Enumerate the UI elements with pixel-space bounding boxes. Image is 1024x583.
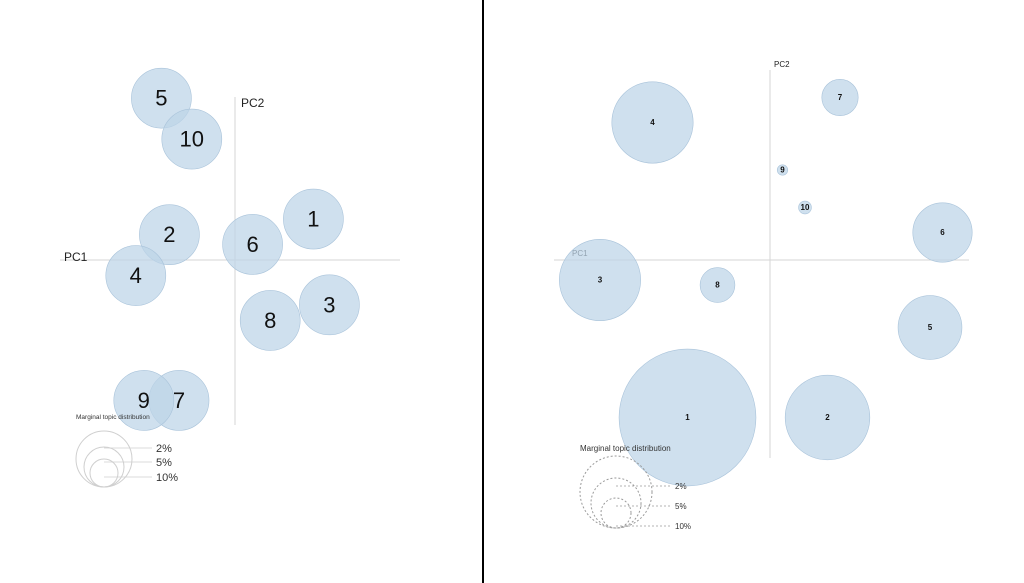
topic-circle[interactable]: [821, 79, 859, 116]
topic-label: 9: [138, 388, 150, 413]
legend-title: Marginal topic distribution: [76, 414, 150, 421]
topic-label: 1: [685, 413, 690, 422]
legend-size-label: 2%: [156, 443, 172, 455]
legend-size-label: 10%: [156, 472, 178, 484]
topic-label: 7: [838, 93, 843, 102]
legend-size-label: 5%: [156, 457, 172, 469]
topic-label: 10: [801, 203, 810, 212]
topic-bubble[interactable]: 8: [699, 267, 736, 303]
topic-label: 5: [155, 86, 167, 111]
topic-bubble[interactable]: 1: [283, 188, 344, 250]
legend-size-ring: [75, 430, 133, 488]
topic-label: 10: [180, 127, 204, 152]
legend-size-label: 10%: [675, 522, 691, 531]
legend-size-ring: [590, 477, 642, 529]
topic-circle[interactable]: [699, 267, 736, 303]
topic-label: 4: [130, 263, 142, 288]
x-axis-label: PC1: [64, 250, 88, 264]
y-axis-label: PC2: [241, 96, 265, 110]
topic-circle[interactable]: [161, 108, 223, 170]
topic-bubble[interactable]: 5: [897, 295, 963, 360]
topic-circle[interactable]: [897, 295, 963, 360]
topic-bubble[interactable]: 9: [113, 370, 175, 431]
topic-bubble[interactable]: 8: [239, 290, 301, 351]
topic-label: 2: [825, 413, 830, 422]
topic-circle[interactable]: [105, 245, 167, 306]
scatter-svg: PC1 PC2 1 2 3 4 5 6 7 8 9 10 Marginal topic distribu…: [60, 67, 400, 488]
topic-circle[interactable]: [776, 164, 789, 176]
topic-label: 3: [598, 276, 603, 285]
legend-size-ring: [579, 455, 653, 529]
topic-label: 8: [715, 281, 720, 290]
topic-circle[interactable]: [299, 274, 360, 336]
topic-label: 4: [650, 118, 655, 127]
legend-size-label: 5%: [675, 502, 687, 511]
topic-bubble[interactable]: 6: [912, 202, 973, 263]
topic-bubble[interactable]: 10: [798, 200, 812, 215]
topic-label: 8: [264, 308, 276, 333]
chart-panel-left: PC1 PC2 1 2 3 4 5 6 7 8 9 10 Marginal topic distribu…: [0, 0, 483, 583]
topic-circle[interactable]: [239, 290, 301, 351]
topic-bubble[interactable]: 10: [161, 108, 223, 170]
topic-label: 6: [940, 228, 945, 237]
topic-label: 5: [928, 323, 933, 332]
topic-circle[interactable]: [222, 214, 283, 275]
topic-circle[interactable]: [618, 348, 757, 487]
topic-label: 6: [246, 232, 258, 257]
topic-bubble[interactable]: 3: [299, 274, 360, 336]
panel-divider: [482, 0, 484, 583]
topic-bubble[interactable]: 7: [821, 79, 859, 116]
legend-size-label: 2%: [675, 482, 687, 491]
y-axis-label: PC2: [774, 60, 790, 69]
topic-circle[interactable]: [798, 200, 812, 215]
topic-bubble[interactable]: 2: [784, 374, 871, 461]
topic-bubble[interactable]: 4: [611, 81, 694, 164]
topic-bubble[interactable]: 6: [222, 214, 283, 275]
topic-label: 9: [780, 166, 785, 175]
topic-bubble[interactable]: 4: [105, 245, 167, 306]
legend-size-ring: [89, 458, 119, 488]
legend-size-ring: [83, 446, 125, 488]
topic-circle[interactable]: [559, 239, 641, 321]
topic-circle[interactable]: [113, 370, 175, 431]
topic-label: 2: [163, 222, 175, 247]
topic-label: 1: [307, 207, 319, 232]
topic-label: 3: [323, 292, 335, 317]
legend-size-ring: [600, 497, 632, 529]
topic-bubble[interactable]: 1: [618, 348, 757, 487]
topic-circle[interactable]: [912, 202, 973, 263]
topic-circle[interactable]: [611, 81, 694, 164]
topic-bubble[interactable]: 9: [776, 164, 789, 176]
topic-circle[interactable]: [283, 188, 344, 250]
topic-bubble[interactable]: 2: [139, 204, 200, 265]
topic-circle[interactable]: [139, 204, 200, 265]
topic-bubble[interactable]: 3: [559, 239, 641, 321]
legend-title: Marginal topic distribution: [580, 444, 671, 453]
topic-label: 7: [173, 388, 185, 413]
topic-circle[interactable]: [784, 374, 871, 461]
